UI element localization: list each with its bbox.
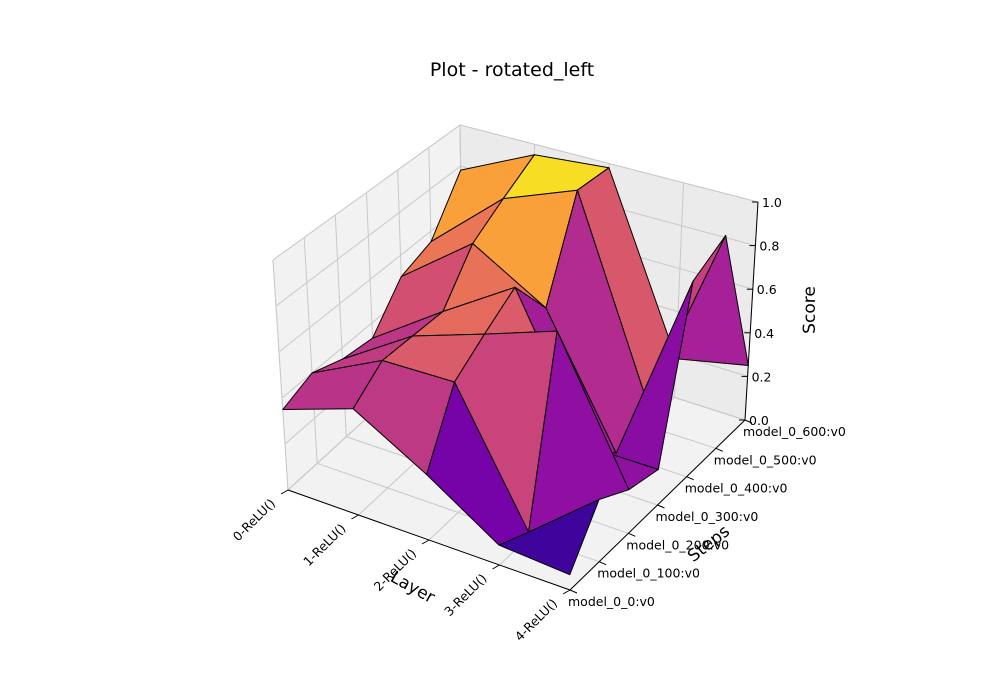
y-tick-label: model_0_300:v0: [656, 509, 759, 524]
x-tick: [562, 589, 571, 595]
y-tick: [744, 419, 753, 424]
z-tick-label: 0.2: [752, 369, 772, 384]
surface: [282, 154, 749, 576]
x-tick: [351, 514, 359, 520]
y-tick-label: model_0_600:v0: [743, 424, 846, 439]
y-tick: [715, 447, 724, 452]
chart-title: Plot - rotated_left: [430, 59, 594, 81]
z-tick-label: 1.0: [762, 195, 782, 210]
y-tick-label: model_0_100:v0: [597, 566, 700, 581]
z-axis-line: [744, 201, 759, 421]
x-tick-label: 4-ReLU(): [512, 596, 560, 644]
surface-facet: [498, 499, 600, 576]
y-tick: [598, 561, 607, 566]
x-tick: [421, 539, 430, 545]
y-tick: [628, 532, 636, 537]
y-tick-label: model_0_200:v0: [626, 537, 729, 552]
grid-line-z: [275, 165, 756, 307]
y-tick: [657, 504, 665, 509]
x-tick-label: 1-ReLU(): [300, 521, 348, 569]
y-tick: [686, 476, 694, 481]
z-axis-label: Score: [800, 286, 820, 334]
y-tick-label: model_0_0:v0: [568, 594, 655, 609]
y-tick: [569, 589, 578, 594]
x-tick: [280, 489, 289, 495]
z-tick-label: 0.6: [757, 282, 777, 297]
z-tick-label: 0.4: [754, 326, 774, 341]
x-tick: [492, 564, 500, 570]
z-tick-label: 0.0: [749, 413, 769, 428]
x-tick-label: 0-ReLU(): [230, 496, 278, 544]
grid-line-z: [272, 124, 759, 261]
x-axis-label: Layer: [387, 567, 438, 607]
y-tick-label: model_0_500:v0: [714, 452, 817, 467]
z-tick-label: 0.8: [759, 239, 779, 254]
x-tick-label: 3-ReLU(): [441, 571, 489, 619]
y-tick-label: model_0_400:v0: [685, 481, 788, 496]
